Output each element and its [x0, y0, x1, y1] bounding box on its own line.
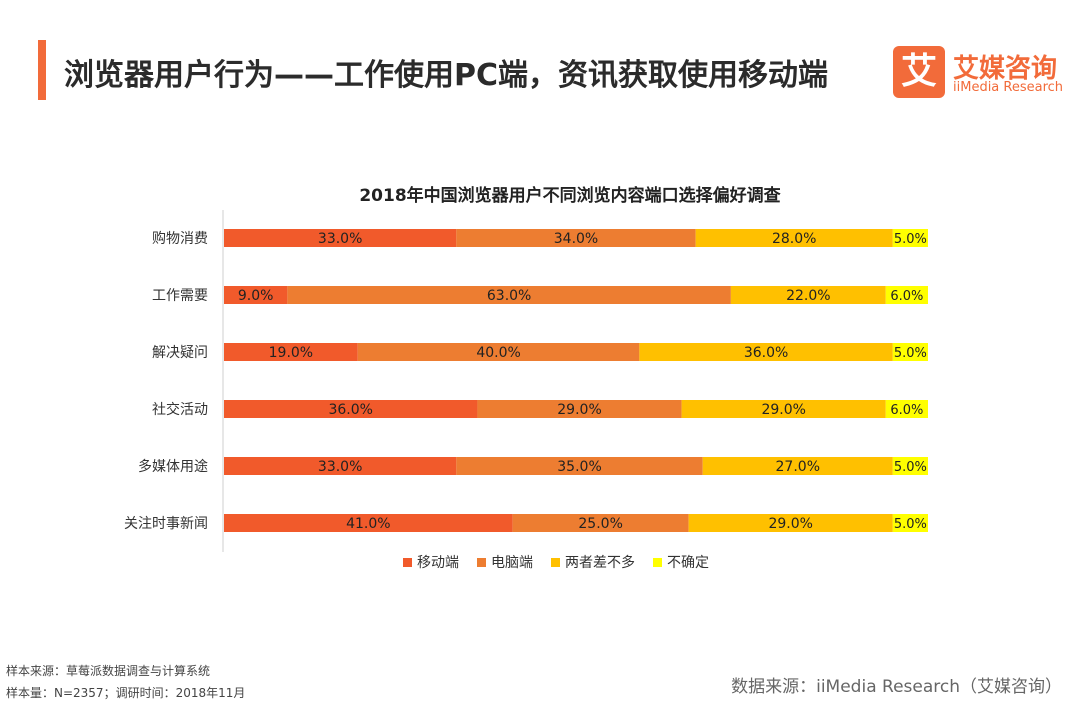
- bar-segment: [224, 400, 478, 418]
- data-label: 63.0%: [487, 288, 531, 304]
- data-label: 41.0%: [346, 516, 390, 532]
- category-label: 多媒体用途: [138, 458, 208, 475]
- data-label: 6.0%: [890, 403, 923, 418]
- category-label: 社交活动: [152, 401, 208, 418]
- bar-segment: [224, 514, 513, 532]
- data-label: 5.0%: [894, 346, 927, 361]
- category-label: 工作需要: [152, 288, 208, 304]
- data-label: 5.0%: [894, 517, 927, 532]
- bar-segment: [287, 286, 731, 304]
- bar-segment: [892, 457, 928, 475]
- bar-segment: [730, 286, 886, 304]
- legend-swatch: [653, 558, 662, 567]
- logo-mark: 艾: [893, 46, 945, 98]
- data-label: 29.0%: [768, 516, 812, 532]
- bar-segment: [885, 400, 928, 418]
- bar-segment: [681, 400, 886, 418]
- data-label: 36.0%: [328, 402, 372, 418]
- data-label: 35.0%: [557, 459, 601, 475]
- bar-segment: [456, 457, 703, 475]
- sample-notes: 样本来源：草莓派数据调查与计算系统 样本量：N=2357；调研时间：2018年1…: [6, 660, 245, 704]
- bar-segment: [695, 229, 893, 247]
- iimedia-logo: 艾 艾媒咨询 iiMedia Research: [893, 46, 1068, 102]
- bar-segment: [702, 457, 893, 475]
- data-label: 40.0%: [476, 345, 520, 361]
- legend-swatch: [551, 558, 560, 567]
- bar-segment: [512, 514, 689, 532]
- data-label: 36.0%: [744, 345, 788, 361]
- legend-label: 不确定: [667, 555, 709, 571]
- legend-label: 电脑端: [491, 555, 533, 571]
- chart-title: 2018年中国浏览器用户不同浏览内容端口选择偏好调查: [359, 185, 781, 206]
- data-label: 25.0%: [578, 516, 622, 532]
- data-label: 27.0%: [776, 459, 820, 475]
- bar-segment: [688, 514, 893, 532]
- bar-segment: [224, 457, 457, 475]
- data-label: 5.0%: [894, 232, 927, 247]
- data-label: 28.0%: [772, 231, 816, 247]
- data-label: 19.0%: [269, 345, 313, 361]
- bar-segment: [456, 229, 696, 247]
- legend-swatch: [477, 558, 486, 567]
- page-title: 浏览器用户行为——工作使用PC端，资讯获取使用移动端: [64, 58, 829, 93]
- data-label: 22.0%: [786, 288, 830, 304]
- bar-segment: [477, 400, 682, 418]
- data-source: 数据来源：iiMedia Research（艾媒咨询）: [731, 677, 1062, 697]
- category-label: 关注时事新闻: [124, 516, 208, 532]
- bar-segment: [892, 343, 928, 361]
- logo-subtitle: iiMedia Research: [953, 80, 1064, 95]
- bar-segment: [885, 286, 928, 304]
- bar-segment: [224, 286, 288, 304]
- bar-segment: [892, 229, 928, 247]
- logo-name: 艾媒咨询: [953, 54, 1058, 84]
- legend-swatch: [403, 558, 412, 567]
- bar-segment: [357, 343, 640, 361]
- data-label: 34.0%: [554, 231, 598, 247]
- sample-source: 样本来源：草莓派数据调查与计算系统: [6, 664, 211, 678]
- bar-segment: [224, 229, 457, 247]
- data-label: 5.0%: [894, 460, 927, 475]
- legend-label: 两者差不多: [565, 554, 635, 571]
- category-label: 解决疑问: [152, 345, 208, 361]
- legend-label: 移动端: [417, 555, 459, 571]
- data-label: 33.0%: [318, 459, 362, 475]
- data-label: 33.0%: [318, 231, 362, 247]
- bar-segment: [224, 343, 358, 361]
- title-accent-bar: [38, 40, 46, 100]
- bar-segment: [639, 343, 893, 361]
- data-label: 29.0%: [761, 402, 805, 418]
- data-label: 6.0%: [890, 289, 923, 304]
- data-label: 9.0%: [238, 288, 274, 304]
- category-label: 购物消费: [152, 231, 208, 247]
- sample-info: 样本量：N=2357；调研时间：2018年11月: [6, 686, 246, 700]
- data-label: 29.0%: [557, 402, 601, 418]
- bar-segment: [892, 514, 928, 532]
